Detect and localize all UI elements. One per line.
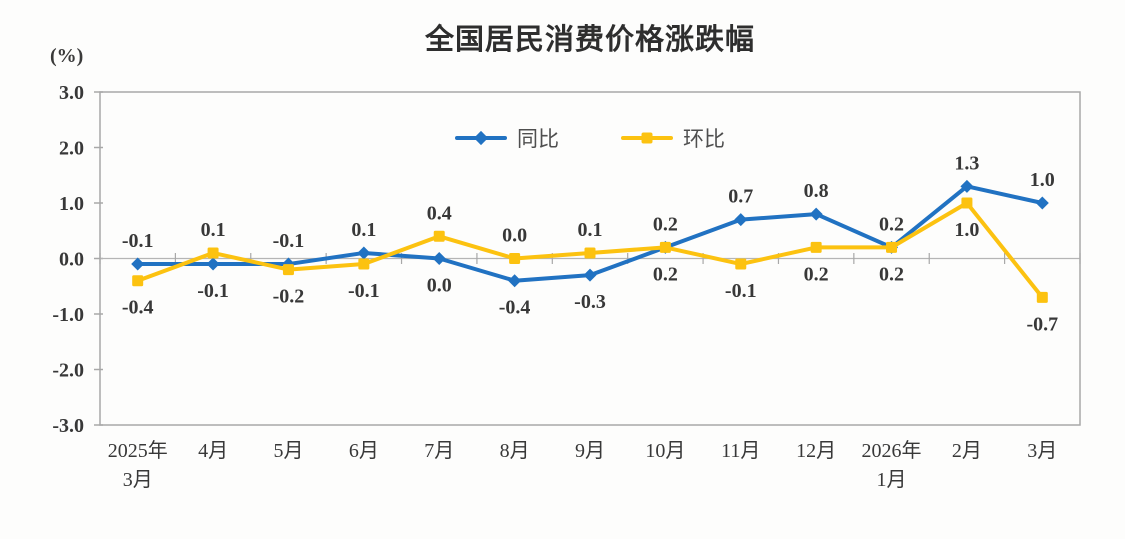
marker-yoy-icon	[508, 274, 522, 288]
x-axis-label: 7月	[424, 440, 454, 462]
data-label-mom: 0.2	[653, 263, 678, 285]
data-label-yoy: 0.2	[653, 213, 678, 235]
marker-mom-icon	[509, 253, 521, 264]
marker-mom-icon	[584, 247, 596, 259]
x-axis-label: 11月	[721, 440, 760, 462]
marker-yoy-icon	[206, 257, 220, 271]
legend-item-mom: 环比	[621, 123, 725, 153]
data-label-mom: -0.2	[273, 286, 305, 308]
data-label-yoy: -0.3	[574, 291, 606, 313]
marker-mom-icon	[735, 258, 747, 270]
data-label-mom: 0.2	[804, 263, 829, 285]
data-label-yoy: -0.1	[122, 230, 154, 252]
x-axis-label: 12月	[796, 440, 836, 462]
marker-mom-icon	[433, 230, 445, 242]
y-axis-unit-label: (%)	[50, 45, 84, 67]
y-axis-tick-label: -2.0	[52, 360, 84, 382]
data-label-yoy: -0.1	[273, 230, 305, 252]
chart-title: 全国居民消费价格涨跌幅	[424, 24, 755, 56]
x-axis-label: 2025年 3月	[108, 439, 168, 491]
data-label-mom: 0.1	[201, 219, 226, 241]
marker-mom-icon	[358, 258, 370, 270]
data-label-yoy: 0.2	[879, 213, 904, 235]
marker-yoy-icon	[1035, 196, 1049, 210]
data-label-mom: -0.7	[1026, 313, 1058, 335]
data-label-yoy: -0.1	[197, 280, 229, 302]
data-label-yoy: 0.1	[351, 219, 376, 241]
marker-mom-icon	[810, 241, 822, 253]
data-label-mom: 0.2	[879, 263, 904, 285]
x-axis-label: 8月	[500, 440, 530, 462]
mom-line-icon	[621, 132, 673, 144]
data-label-mom: 1.0	[954, 219, 979, 241]
legend-label-mom: 环比	[683, 128, 725, 151]
data-label-mom: 0.0	[502, 225, 527, 247]
data-label-mom: 0.4	[427, 202, 452, 224]
y-axis-tick-label: 3.0	[59, 82, 84, 104]
data-label-mom: -0.4	[122, 297, 154, 319]
x-axis-label: 6月	[349, 440, 379, 462]
marker-yoy-icon	[734, 213, 748, 227]
x-axis-label: 4月	[198, 440, 228, 462]
y-axis-tick-label: 1.0	[59, 193, 84, 215]
marker-yoy-icon	[809, 207, 823, 221]
marker-mom-icon	[961, 197, 973, 209]
legend-label-yoy: 同比	[517, 128, 559, 151]
data-label-mom: 0.1	[578, 219, 603, 241]
marker-yoy-icon	[960, 179, 974, 193]
x-axis-label: 10月	[645, 440, 685, 462]
y-axis-tick-label: 2.0	[59, 138, 84, 160]
marker-mom-icon	[282, 264, 294, 276]
yoy-line-icon	[455, 130, 507, 146]
legend-item-yoy: 同比	[455, 123, 559, 153]
marker-yoy-icon	[432, 252, 446, 265]
legend: 同比 环比	[100, 123, 1080, 153]
data-label-mom: -0.1	[725, 280, 757, 302]
x-axis-label: 9月	[575, 440, 605, 462]
marker-mom-icon	[207, 247, 219, 259]
x-axis-label: 3月	[1027, 440, 1057, 462]
x-axis-label: 5月	[273, 440, 303, 462]
data-label-yoy: 0.0	[427, 275, 452, 297]
marker-mom-icon	[132, 275, 144, 287]
marker-yoy-icon	[583, 268, 597, 282]
data-label-yoy: 0.8	[804, 180, 829, 202]
data-label-yoy: 1.3	[954, 152, 979, 174]
mom-square-marker-icon	[641, 132, 653, 144]
data-label-yoy: 0.7	[728, 186, 753, 208]
x-axis-label: 2026年 1月	[862, 439, 922, 491]
marker-mom-icon	[886, 241, 898, 253]
x-axis-label: 2月	[952, 440, 982, 462]
y-axis-tick-label: 0.0	[59, 249, 84, 271]
y-axis-tick-label: -3.0	[52, 415, 84, 437]
marker-mom-icon	[1036, 291, 1048, 303]
data-label-mom: -0.1	[348, 280, 380, 302]
marker-yoy-icon	[357, 246, 371, 260]
data-label-yoy: -0.4	[499, 297, 531, 319]
marker-yoy-icon	[131, 257, 145, 271]
y-axis-tick-label: -1.0	[52, 304, 84, 326]
data-label-yoy: 1.0	[1030, 169, 1055, 191]
marker-mom-icon	[659, 241, 671, 253]
